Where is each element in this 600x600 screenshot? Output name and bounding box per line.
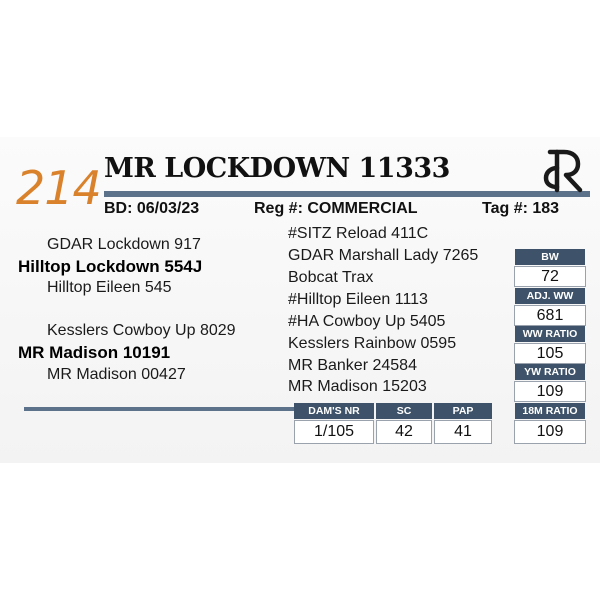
dam-sire: Kesslers Cowboy Up 8029	[47, 322, 236, 339]
stat-label-pap: PAP	[434, 403, 492, 419]
stat-value-dams-nr: 1/105	[294, 420, 374, 444]
birth-date: BD: 06/03/23	[104, 200, 200, 217]
title-underline	[104, 191, 590, 197]
stat-label-bw: BW	[515, 249, 585, 265]
pedigree-right-4: #Hilltop Eileen 1113	[288, 291, 428, 308]
stat-label-sc: SC	[376, 403, 432, 419]
sire-dam: Hilltop Eileen 545	[47, 279, 172, 296]
pedigree-right-1: #SITZ Reload 411C	[288, 225, 429, 242]
pedigree-right-7: MR Banker 24584	[288, 357, 417, 374]
stat-value-ww-ratio: 105	[514, 343, 586, 364]
pedigree-right-8: MR Madison 15203	[288, 378, 427, 395]
stat-label-dams-nr: DAM'S NR	[294, 403, 374, 419]
pedigree-right-5: #HA Cowboy Up 5405	[288, 313, 446, 330]
stat-value-yw-ratio: 109	[514, 381, 586, 402]
bottom-rule	[24, 407, 294, 411]
stat-value-sc: 42	[376, 420, 432, 444]
dam: MR Madison 10191	[18, 343, 171, 362]
pedigree-right-2: GDAR Marshall Lady 7265	[288, 247, 479, 264]
stat-label-ww-ratio: WW RATIO	[515, 326, 585, 342]
stat-value-pap: 41	[434, 420, 492, 444]
sire-sire: GDAR Lockdown 917	[47, 236, 201, 253]
stat-label-adj-ww: ADJ. WW	[515, 288, 585, 304]
animal-name: MR LOCKDOWN 11333	[104, 153, 450, 184]
stat-label-yw-ratio: YW RATIO	[515, 364, 585, 380]
stat-label-18m-ratio: 18M RATIO	[515, 403, 585, 419]
pedigree-right-3: Bobcat Trax	[288, 269, 374, 286]
lot-number: 214	[16, 161, 102, 215]
stat-value-adj-ww: 681	[514, 305, 586, 326]
registration-number: Reg #: COMMERCIAL	[254, 200, 418, 217]
stat-value-18m-ratio: 109	[514, 420, 586, 444]
pedigree-right-6: Kesslers Rainbow 0595	[288, 335, 457, 352]
stat-value-bw: 72	[514, 266, 586, 287]
tag-number: Tag #: 183	[482, 200, 560, 217]
r-brand-icon	[540, 146, 588, 194]
sire: Hilltop Lockdown 554J	[18, 257, 203, 276]
dam-dam: MR Madison 00427	[47, 366, 186, 383]
